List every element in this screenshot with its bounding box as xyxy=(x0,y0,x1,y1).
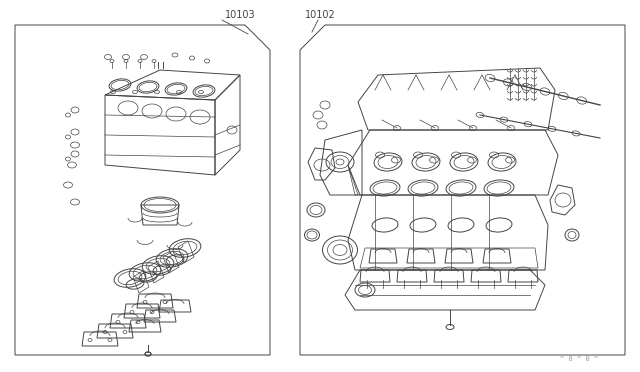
Text: ^ 0 ^ 0 ^: ^ 0 ^ 0 ^ xyxy=(560,356,598,362)
Text: 10102: 10102 xyxy=(305,10,336,20)
Text: 10103: 10103 xyxy=(225,10,255,20)
